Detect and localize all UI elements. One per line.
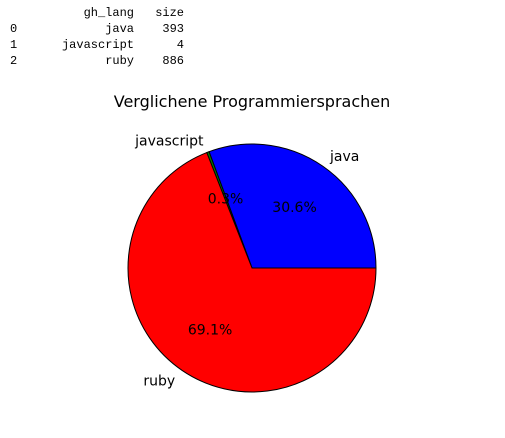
- cell-gh-lang: java: [105, 22, 134, 36]
- row-index: 0: [10, 22, 18, 36]
- table-row: 0 java 393: [10, 21, 184, 37]
- slice-label-ruby: ruby: [143, 374, 175, 390]
- table-header-row: gh_lang size: [10, 5, 184, 21]
- slice-percent-java: 30.6%: [272, 200, 316, 216]
- slice-percent-javascript: 0.3%: [208, 191, 244, 207]
- cell-gh-lang: ruby: [105, 54, 134, 68]
- row-index: 1: [10, 38, 18, 52]
- table-row: 2 ruby 886: [10, 53, 184, 69]
- row-index: 2: [10, 54, 18, 68]
- table-row: 1 javascript 4: [10, 37, 184, 53]
- cell-size: 393: [162, 22, 184, 36]
- pie-chart: Verglichene Programmiersprachen java 30.6…: [114, 92, 391, 393]
- chart-title: Verglichene Programmiersprachen: [114, 92, 391, 111]
- pie-labels: java 30.6% javascript 0.3% ruby 69.1%: [134, 134, 359, 390]
- column-header-gh-lang: gh_lang: [83, 6, 134, 20]
- cell-size: 4: [176, 38, 184, 52]
- column-header-size: size: [155, 6, 184, 20]
- cell-gh-lang: javascript: [61, 38, 134, 52]
- pie-slice-ruby: [127, 151, 377, 393]
- slice-label-javascript: javascript: [134, 134, 204, 150]
- cell-size: 886: [162, 54, 184, 68]
- dataframe-output: gh_lang size 0 java 393 1 javascript 4 2 ruby 886: [10, 5, 184, 69]
- slice-percent-ruby: 69.1%: [188, 322, 232, 338]
- pie-chart-figure: Verglichene Programmiersprachen java 30.6…: [0, 80, 505, 438]
- pie-slices: [127, 143, 377, 393]
- pie-slice-java: [208, 143, 377, 269]
- slice-label-java: java: [329, 149, 359, 165]
